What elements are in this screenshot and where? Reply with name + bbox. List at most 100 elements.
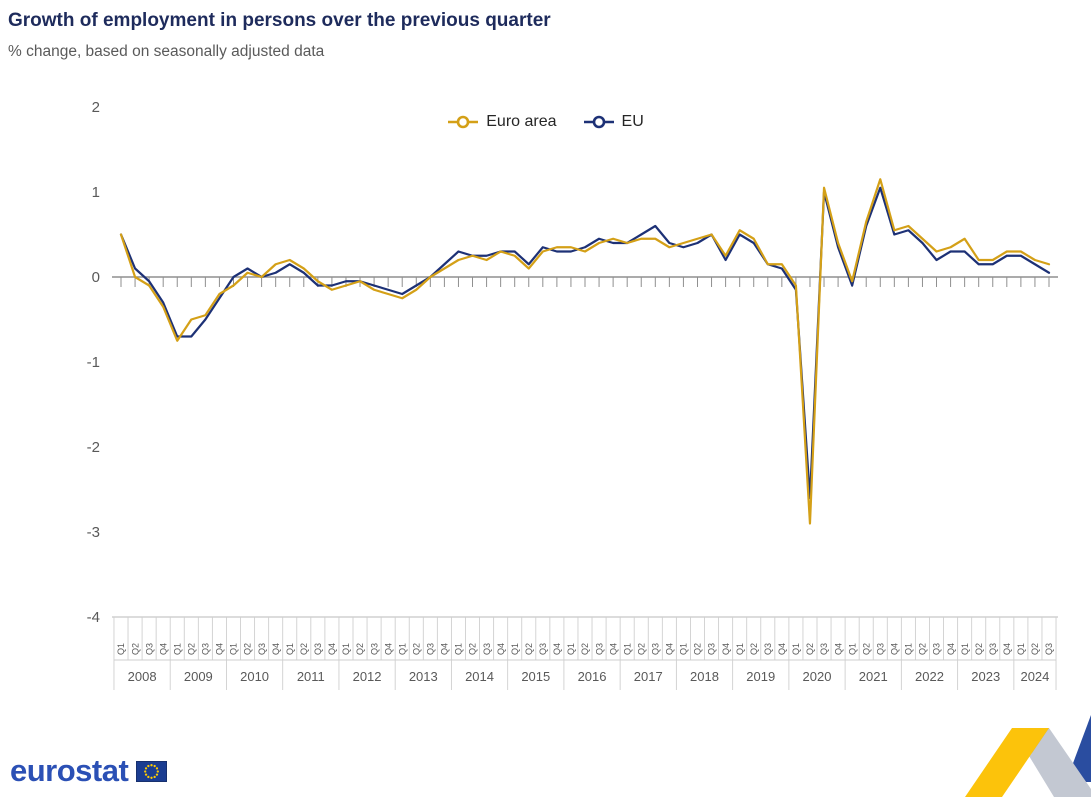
legend: Euro area EU [0,113,1091,131]
employment-growth-chart: 2 1 0 -1 -2 -3 -4 Q1 Q2 Q3 Q4 Q1 Q2 Q3 Q4 Q1 Q2 Q3 Q4 Q1 Q2 Q… [87,99,1058,690]
x-axis-quarter-label: Q4 [833,643,843,655]
flag-star [145,773,148,776]
legend-label-eu: EU [621,113,644,130]
flag-star [156,773,159,776]
x-axis-quarter-label: Q1 [116,643,126,655]
x-axis-quarter-label: Q1 [229,643,239,655]
x-axis-quarter-label: Q1 [285,643,295,655]
x-axis-year-label: 2024 [1020,669,1049,684]
x-axis-year-label: 2018 [690,669,719,684]
x-axis-quarter-label: Q3 [594,643,604,655]
x-axis-quarter-label: Q1 [566,643,576,655]
euro-area-line-marker-icon [448,115,479,129]
x-axis-quarter-label: Q2 [861,643,871,655]
chart-header: Growth of employment in persons over the… [0,0,1091,61]
series-line-euro-area[interactable] [119,178,1051,525]
flag-star [147,764,150,767]
x-axis-quarter-label: Q2 [187,643,197,655]
eu-flag-icon [136,760,168,782]
x-axis-quarter-label: Q3 [932,643,942,655]
x-axis-quarter-label: Q1 [454,643,464,655]
x-axis-quarter-label: Q2 [1030,643,1040,655]
x-axis-quarter-label: Q2 [524,643,534,655]
x-axis-quarter-label: Q1 [960,643,970,655]
legend-label-euro-area: Euro area [486,113,557,130]
x-axis-year-label: 2009 [184,669,213,684]
x-axis-quarter-label: Q1 [904,643,914,655]
series-line-eu[interactable] [119,186,1051,500]
x-axis-quarter-label: Q3 [1044,643,1054,655]
x-axis-year-label: 2008 [128,669,157,684]
eurostat-logo: eurostat [10,753,168,789]
x-axis-year-label: 2019 [746,669,775,684]
x-axis-quarter-label: Q2 [580,643,590,655]
y-axis-label: -1 [87,354,100,371]
eu-line-marker-icon [583,115,614,129]
y-axis-label: -4 [87,609,100,626]
x-axis-quarter-label: Q1 [791,643,801,655]
x-axis-quarter-label: Q4 [327,643,337,655]
ribbon-decoration [965,715,1091,797]
x-axis-year-label: 2013 [409,669,438,684]
footer: eurostat [0,697,1091,797]
chart-subtitle: % change, based on seasonally adjusted d… [8,43,325,60]
x-axis-year-label: 2014 [465,669,494,684]
x-axis-quarter-label: Q2 [411,643,421,655]
x-axis-quarter-label: Q4 [665,643,675,655]
x-axis-year-label: 2010 [240,669,269,684]
x-axis-quarter-label: Q3 [426,643,436,655]
x-axis-quarter-label: Q1 [1016,643,1026,655]
x-axis-quarter-label: Q2 [805,643,815,655]
x-axis-quarter-label: Q4 [383,643,393,655]
x-axis-quarter-label: Q4 [608,643,618,655]
x-axis-quarter-label: Q1 [735,643,745,655]
x-axis-quarter-label: Q4 [215,643,225,655]
flag-star [147,775,150,778]
x-axis-quarter-label: Q3 [482,643,492,655]
flag-star [156,766,159,769]
x-axis-quarter-label: Q4 [1002,643,1012,655]
x-axis-quarter-label: Q2 [130,643,140,655]
x-axis-year-label: 2021 [859,669,888,684]
x-axis-year-label: 2012 [353,669,382,684]
x-axis-quarter-label: Q1 [397,643,407,655]
x-axis-quarter-label: Q4 [552,643,562,655]
legend-item-euro-area[interactable]: Euro area [447,113,557,131]
y-axis-label: 1 [92,184,100,201]
flag-star [153,764,157,767]
x-axis-quarter-label: Q3 [651,643,661,655]
x-axis-quarter-label: Q1 [341,643,351,655]
x-axis-year-label: 2022 [915,669,944,684]
legend-item-eu[interactable]: EU [583,113,644,131]
x-axis-quarter-label: Q4 [496,643,506,655]
x-axis-year-label: 2020 [803,669,832,684]
x-axis-quarter-label: Q1 [510,643,520,655]
flag-star [150,763,153,766]
x-axis-quarter-label: Q2 [693,643,703,655]
x-axis-quarter-label: Q4 [721,643,731,655]
eurostat-logo-text: eurostat [10,753,129,788]
x-axis-quarter-label: Q3 [763,643,773,655]
x-axis-quarter-label: Q3 [538,643,548,655]
x-axis-quarter-label: Q4 [271,643,281,655]
x-axis-quarter-label: Q3 [369,643,379,655]
y-axis-label: 0 [92,269,100,286]
flag-star [153,775,157,778]
x-axis-quarter-label: Q2 [468,643,478,655]
x-axis-quarter-label: Q3 [819,643,829,655]
x-axis-quarter-label: Q3 [707,643,717,655]
x-axis-quarter-label: Q3 [875,643,885,655]
x-axis-quarter-label: Q4 [440,643,450,655]
x-axis-quarter-label: Q1 [172,643,182,655]
x-axis-quarter-label: Q3 [313,643,323,655]
x-axis-year-label: 2015 [521,669,550,684]
y-axis-label: -3 [87,524,100,541]
x-axis-year-label: 2023 [971,669,1000,684]
x-axis-quarter-label: Q3 [144,643,154,655]
x-axis-quarter-label: Q2 [355,643,365,655]
x-axis-quarter-label: Q4 [777,643,787,655]
chart-title: Growth of employment in persons over the… [8,10,551,31]
x-axis-quarter-label: Q2 [636,643,646,655]
x-axis-quarter-label: Q4 [158,643,168,655]
